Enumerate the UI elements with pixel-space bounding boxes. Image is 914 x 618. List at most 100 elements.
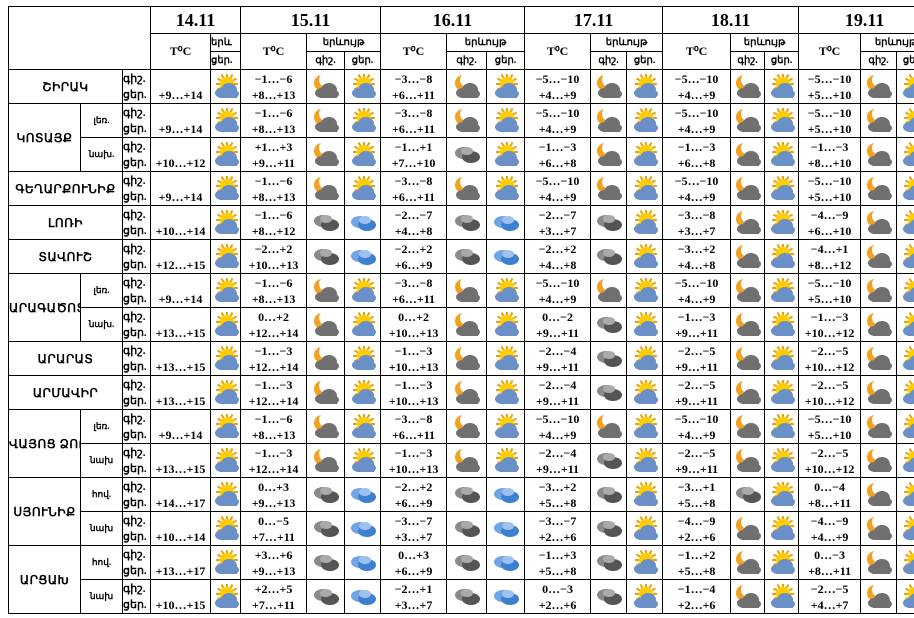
night-temp: −3…−8 [394, 173, 433, 188]
partly-cloudy-icon [214, 277, 239, 302]
moon-cloud-icon [866, 277, 892, 302]
date-15-11: 15.11 [240, 6, 382, 34]
night-weather-cell [446, 239, 488, 274]
region-name: ՎԱՅՈՑ ՁՈՐ [8, 409, 81, 478]
cloud-icon [596, 588, 622, 605]
day-weather-cell [896, 545, 914, 580]
day-weather-cell [486, 409, 526, 444]
night-label: գիշ. [123, 106, 146, 119]
sun-cloud-icon [770, 141, 795, 166]
forecast-row: նախ գիշ. ցեր. +10…+14 0…−5 +7…+11 −3…−7 +3…+7−… [9, 511, 914, 546]
day-label: ցեր. [123, 496, 147, 509]
night-temp: −5…−10 [674, 105, 719, 120]
day-weather-cell [626, 341, 664, 376]
night-header: գիշ. [730, 51, 766, 70]
day-temp: +13…+15 [155, 461, 206, 476]
day-weather-cell [486, 205, 526, 240]
sky-cloud-icon [350, 521, 376, 537]
night-weather-cell [860, 103, 898, 138]
temperature-cell: −4…−9 +4…+9 [798, 511, 862, 546]
day-weather-cell [626, 239, 664, 274]
night-temp [152, 241, 210, 257]
day-temp: +4…+9 [677, 427, 716, 442]
temperature-cell: −5…−10 +4…+9 [662, 171, 732, 206]
day-header: ցեր. [210, 51, 242, 70]
sun-cloud-icon [770, 345, 795, 370]
sun-cloud-icon [494, 277, 519, 302]
night-weather-cell [730, 137, 766, 172]
temperature-cell: −1…−3 +12…+14 [240, 341, 308, 376]
day-weather-cell [486, 69, 526, 104]
day-temp: +10…+13 [388, 393, 439, 408]
day-temp: +5…+8 [677, 563, 716, 578]
temperature-cell: −5…−10 +5…+10 [798, 273, 862, 308]
partly-cloudy-icon [214, 175, 239, 200]
temperature-cell: 0…−2 +9…+11 [524, 307, 592, 342]
day-label: ցեր. [123, 224, 147, 237]
temperature-cell: −5…−10 +4…+9 [524, 273, 592, 308]
day-temp: +13…+15 [155, 359, 206, 374]
day-weather-cell [896, 273, 914, 308]
day-temp: +9…+11 [675, 393, 719, 408]
night-weather-cell [306, 69, 346, 104]
night-label: գիշ. [123, 140, 146, 153]
phenomenon-header: երևույթ [860, 33, 914, 52]
moon-cloud-icon [866, 447, 892, 472]
day-weather-cell [764, 273, 800, 308]
day-weather-cell [344, 137, 382, 172]
day-temp: +12…+14 [248, 393, 299, 408]
day-temp: +8…+13 [251, 427, 296, 442]
temperature-cell: 0…−3 +8…+11 [798, 545, 862, 580]
sun-cloud-icon [902, 311, 914, 336]
cloud-icon [735, 486, 761, 503]
night-label: գիշ. [123, 174, 146, 187]
subheader-row: T⁰C երև T⁰C երևույթ T⁰C երևույթ T⁰C երևո… [9, 33, 914, 70]
date-header-row: 14.11 15.11 16.11 17.11 18.11 19.11 [7, 6, 914, 70]
night-temp: 0…−2 [542, 309, 573, 324]
moon-cloud-icon [313, 311, 339, 336]
night-temp: −3…−7 [394, 513, 433, 528]
forecast-row: ՎԱՅՈՑ ՁՈՐ լեռ. գիշ. ցեր. +9…+14 −1…−6 +8…+13−… [8, 409, 914, 478]
night-temp [152, 207, 210, 223]
day-temp: +10…+12 [804, 461, 855, 476]
temperature-cell: −3…−8 +6…+11 [380, 273, 448, 308]
day-weather-cell [764, 477, 800, 512]
region-name: ԿՈՏԱՅՔ [8, 103, 81, 172]
temperature-cell: 0…+3 +9…+13 [240, 477, 308, 512]
moon-cloud-icon [735, 175, 761, 200]
temperature-cell: −1…−3 +6…+8 [524, 137, 592, 172]
partly-cloudy-icon [214, 413, 239, 438]
night-weather-cell [306, 239, 346, 274]
moon-cloud-icon [313, 73, 339, 98]
weather-icon-cell [210, 307, 242, 342]
night-temp: −4…−9 [810, 513, 849, 528]
night-weather-cell [446, 511, 488, 546]
temperature-cell: −2…−4 +9…+11 [524, 375, 592, 410]
temperature-cell: −4…−9 +2…+6 [662, 511, 732, 546]
sky-cloud-icon [350, 589, 376, 605]
partly-cloudy-icon [214, 243, 239, 268]
sky-cloud-icon [493, 487, 519, 503]
sun-cloud-icon [633, 209, 658, 234]
day-weather-cell [764, 307, 800, 342]
subregion-label: նախ. [80, 137, 123, 172]
time-of-day-labels: գիշ. ցեր. [121, 477, 152, 512]
night-temp: −1…−6 [254, 207, 293, 222]
sun-cloud-icon [902, 481, 914, 506]
day-temp: +3…+7 [394, 597, 433, 612]
night-weather-cell [306, 273, 346, 308]
night-temp: −5…−10 [674, 275, 719, 290]
sun-cloud-icon [902, 515, 914, 540]
sky-cloud-icon [350, 215, 376, 231]
night-weather-cell [306, 511, 346, 546]
night-weather-cell [446, 273, 488, 308]
day-temp: +8…+12 [251, 223, 296, 238]
day-weather-cell [344, 443, 382, 478]
night-temp: −3…+2 [677, 241, 716, 256]
night-weather-cell [730, 103, 766, 138]
night-weather-cell [730, 171, 766, 206]
time-of-day-labels: գիշ. ցեր. [121, 103, 152, 138]
night-temp: −1…−6 [254, 105, 293, 120]
day-temp: +3…+7 [677, 223, 716, 238]
night-weather-cell [590, 171, 628, 206]
